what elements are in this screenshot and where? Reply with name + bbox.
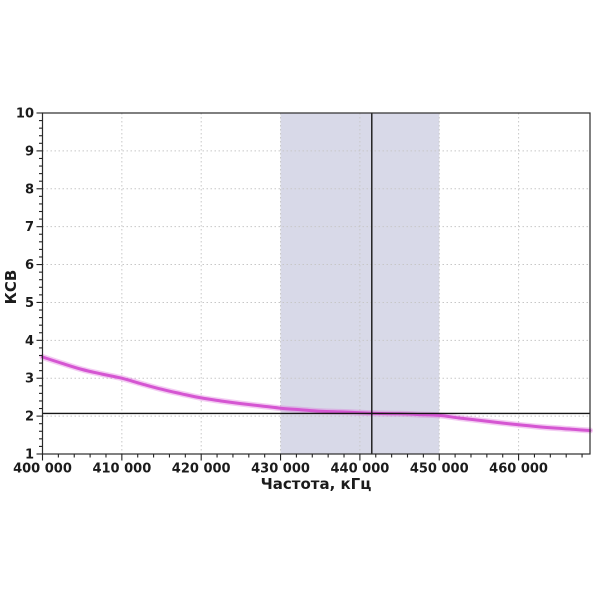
gridlines (42, 113, 590, 454)
y-tick-label: 5 (25, 296, 34, 311)
x-tick-label: 440 000 (330, 462, 389, 477)
plot-border (41, 112, 591, 455)
band-region (280, 113, 440, 454)
x-tick-label: 420 000 (172, 462, 231, 477)
tick-labels: 1 2 3 4 5 6 7 8 9 10 400 000 410 000 420 000 430 000 4… (13, 107, 548, 477)
x-tick-label: 400 000 (13, 462, 72, 477)
y-axis-title: КСВ (2, 269, 20, 305)
x-tick-label: 450 000 (410, 462, 469, 477)
x-axis-title: Частота, кГц (260, 475, 372, 493)
y-tick-label: 6 (25, 258, 34, 273)
y-tick-label: 4 (25, 334, 34, 349)
axis-ticks (36, 112, 583, 461)
y-tick-label: 8 (25, 182, 34, 197)
x-tick-label: 410 000 (92, 462, 151, 477)
x-tick-label: 430 000 (251, 462, 310, 477)
y-tick-label: 10 (16, 107, 34, 122)
swr-curve (41, 355, 592, 432)
y-tick-label: 7 (25, 220, 34, 235)
y-tick-label: 9 (25, 144, 34, 159)
y-tick-label: 1 (25, 448, 34, 463)
x-tick-label: 460 000 (489, 462, 548, 477)
y-tick-label: 3 (25, 372, 34, 387)
y-tick-label: 2 (25, 410, 34, 425)
